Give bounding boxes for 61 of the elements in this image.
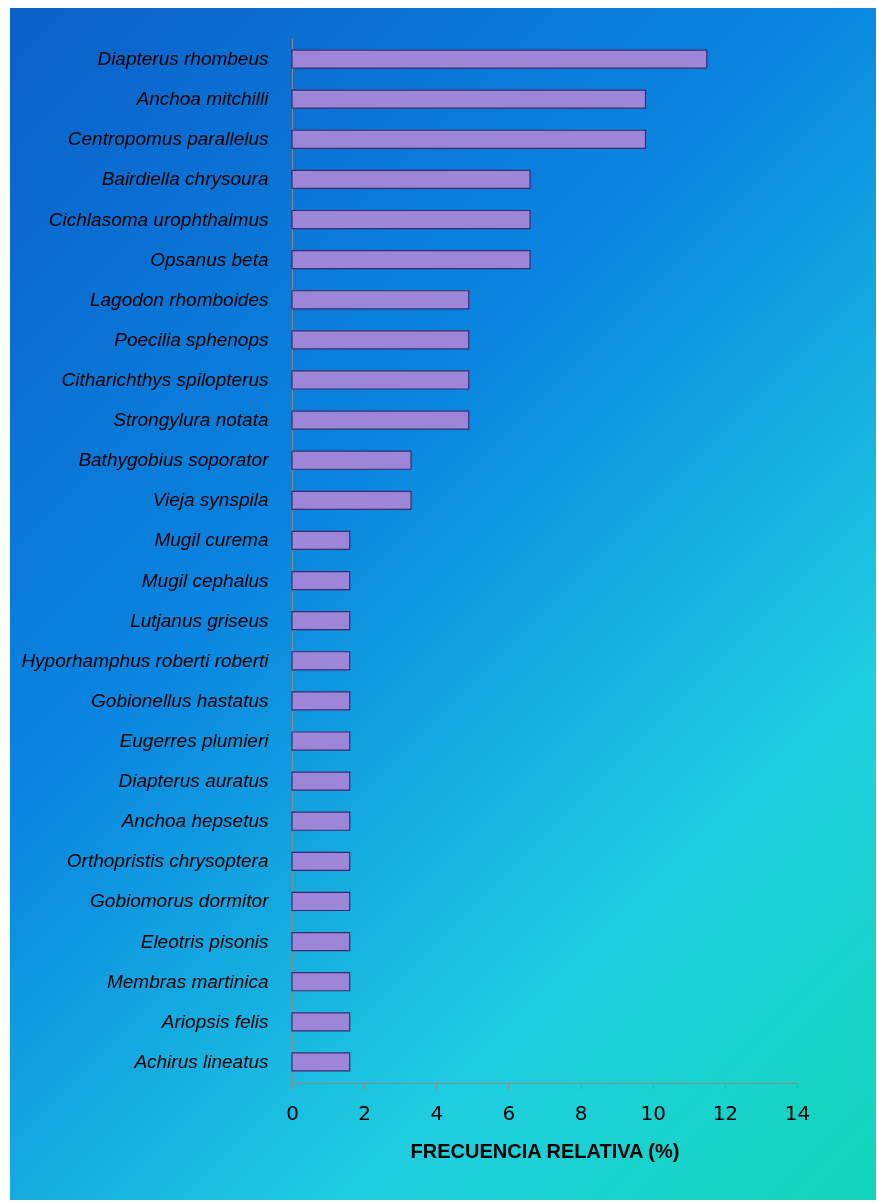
bar: [291, 651, 351, 671]
y-tick-label: Cichlasoma urophthalmus: [48, 208, 269, 230]
bar: [291, 611, 351, 631]
y-tick-label: Mugil cephalus: [141, 569, 269, 591]
bar: [291, 490, 412, 510]
bar: [291, 410, 470, 430]
x-tick-label: 2: [358, 1100, 372, 1125]
bar: [291, 370, 470, 390]
y-tick-label: Poecilia sphenops: [114, 328, 269, 350]
bar: [291, 771, 351, 791]
y-tick-label: Lagodon rhomboides: [89, 288, 269, 310]
y-tick-label: Gobiomorus dormitor: [90, 890, 270, 912]
bar: [291, 530, 351, 551]
bar: [291, 250, 531, 270]
y-tick-label: Eleotris pisonis: [140, 930, 269, 952]
y-tick-label: Vieja synspila: [152, 489, 269, 511]
bar: [291, 450, 412, 470]
y-tick-label: Diapterus auratus: [118, 770, 269, 792]
y-tick-label: Opsanus beta: [150, 248, 269, 270]
x-tick-label: 8: [574, 1100, 588, 1125]
bar: [291, 851, 351, 871]
y-tick-label: Mugil curema: [154, 529, 269, 551]
bar: [291, 209, 531, 230]
bar: [291, 691, 351, 711]
x-tick-label: 0: [286, 1100, 299, 1125]
y-tick-label: Hyporhamphus roberti roberti: [21, 649, 270, 671]
y-tick-label: Gobionellus hastatus: [91, 689, 269, 711]
y-tick-label: Diapterus rhombeus: [97, 48, 269, 70]
bar: [291, 811, 351, 831]
y-tick-label: Lutjanus griseus: [130, 609, 269, 631]
y-tick-label: Orthopristis chrysoptera: [66, 850, 269, 872]
bar: [291, 891, 351, 912]
bar: [291, 169, 531, 190]
bar: [291, 1012, 351, 1032]
y-tick-label: Membras martinica: [106, 970, 269, 992]
y-tick-label: Ariopsis felis: [160, 1010, 269, 1032]
y-tick-label: Bathygobius soporator: [78, 449, 270, 471]
bar: [291, 89, 647, 109]
bar: [291, 731, 351, 751]
bar: [291, 931, 351, 952]
bar: [291, 290, 470, 310]
x-tick-label: 10: [640, 1100, 666, 1125]
x-axis-title: FRECUENCIA RELATIVA (%): [410, 1139, 680, 1162]
y-tick-label: Achirus lineatus: [133, 1050, 269, 1072]
bar: [291, 330, 470, 350]
bar: [291, 972, 351, 992]
y-tick-label: Strongylura notata: [113, 409, 269, 431]
bar: [291, 570, 351, 591]
x-tick-label: 6: [502, 1100, 516, 1125]
y-tick-label: Anchoa mitchilli: [135, 88, 270, 110]
y-tick-label: Anchoa hepsetus: [120, 810, 269, 832]
x-tick-label: 14: [784, 1100, 811, 1125]
y-tick-label: Centropomus parallelus: [67, 128, 269, 150]
x-tick-label: 12: [712, 1100, 739, 1125]
y-tick-label: Citharichthys spilopterus: [61, 368, 269, 390]
bar: [291, 1052, 351, 1072]
y-tick-label: Eugerres plumieri: [119, 730, 270, 752]
bar: [291, 49, 708, 69]
x-tick-label: 4: [430, 1100, 444, 1125]
bar: [291, 129, 647, 149]
y-tick-label: Bairdiella chrysoura: [101, 168, 269, 190]
